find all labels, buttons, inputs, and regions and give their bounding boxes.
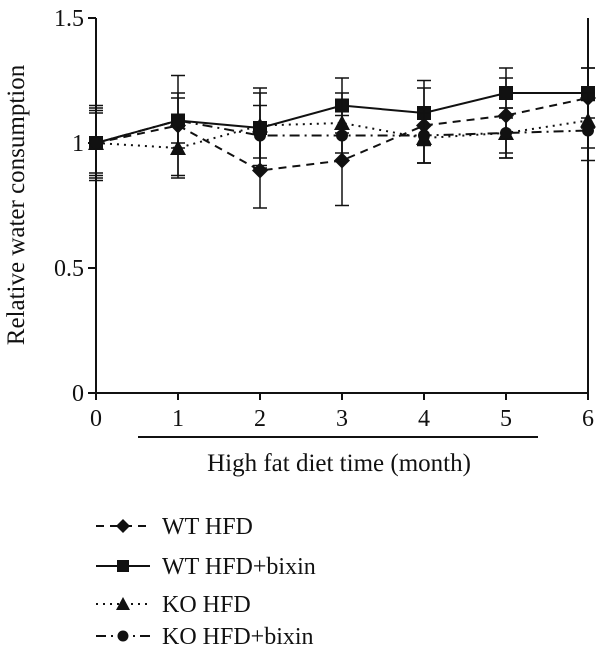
legend: WT HFD WT HFD+bixin KO HFD KO HFD+bixin — [96, 514, 316, 650]
x-tick-label: 4 — [418, 406, 430, 432]
circle-marker — [90, 137, 102, 149]
circle-marker — [500, 127, 512, 139]
circle-marker — [418, 129, 430, 142]
series-group — [88, 67, 596, 209]
y-tick-label: 0.5 — [54, 256, 84, 282]
x-tick-label: 5 — [500, 406, 512, 432]
x-tick-label: 1 — [172, 406, 184, 432]
legend-triangle-marker — [116, 597, 130, 610]
x-tick-label: 6 — [582, 406, 594, 432]
legend-label: WT HFD+bixin — [162, 554, 316, 580]
legend-label: KO HFD — [162, 592, 251, 618]
x-tick-label: 2 — [254, 406, 266, 432]
y-tick-label: 1 — [72, 131, 84, 157]
circle-marker — [172, 114, 184, 127]
series-ko-hfd-bixin — [89, 97, 595, 177]
legend-item-wt-hfd-bixin: WT HFD+bixin — [96, 554, 316, 580]
legend-diamond-marker — [116, 519, 130, 533]
triangle-marker — [170, 140, 186, 155]
legend-square-marker — [117, 560, 129, 572]
y-tick-label: 0 — [72, 381, 84, 407]
circle-marker — [336, 129, 348, 142]
legend-label: KO HFD+bixin — [162, 624, 314, 650]
y-tick-label: 1.5 — [54, 6, 84, 32]
plot-area: 0 0.5 1 1.5 0 1 2 3 4 5 6 — [54, 6, 594, 438]
x-axis-title: High fat diet time (month) — [207, 450, 471, 477]
diamond-marker — [252, 162, 268, 179]
legend-item-ko-hfd: KO HFD — [96, 592, 251, 618]
y-axis-title: Relative water consumption — [3, 64, 30, 345]
square-marker — [499, 86, 513, 100]
circle-marker — [582, 124, 594, 137]
legend-item-wt-hfd: WT HFD — [96, 514, 253, 540]
legend-item-ko-hfd-bixin: KO HFD+bixin — [96, 624, 314, 650]
legend-label: WT HFD — [162, 514, 253, 540]
x-tick-label: 3 — [336, 406, 348, 432]
legend-circle-marker — [117, 630, 129, 642]
x-tick-label: 0 — [90, 406, 102, 432]
circle-marker — [254, 129, 266, 142]
